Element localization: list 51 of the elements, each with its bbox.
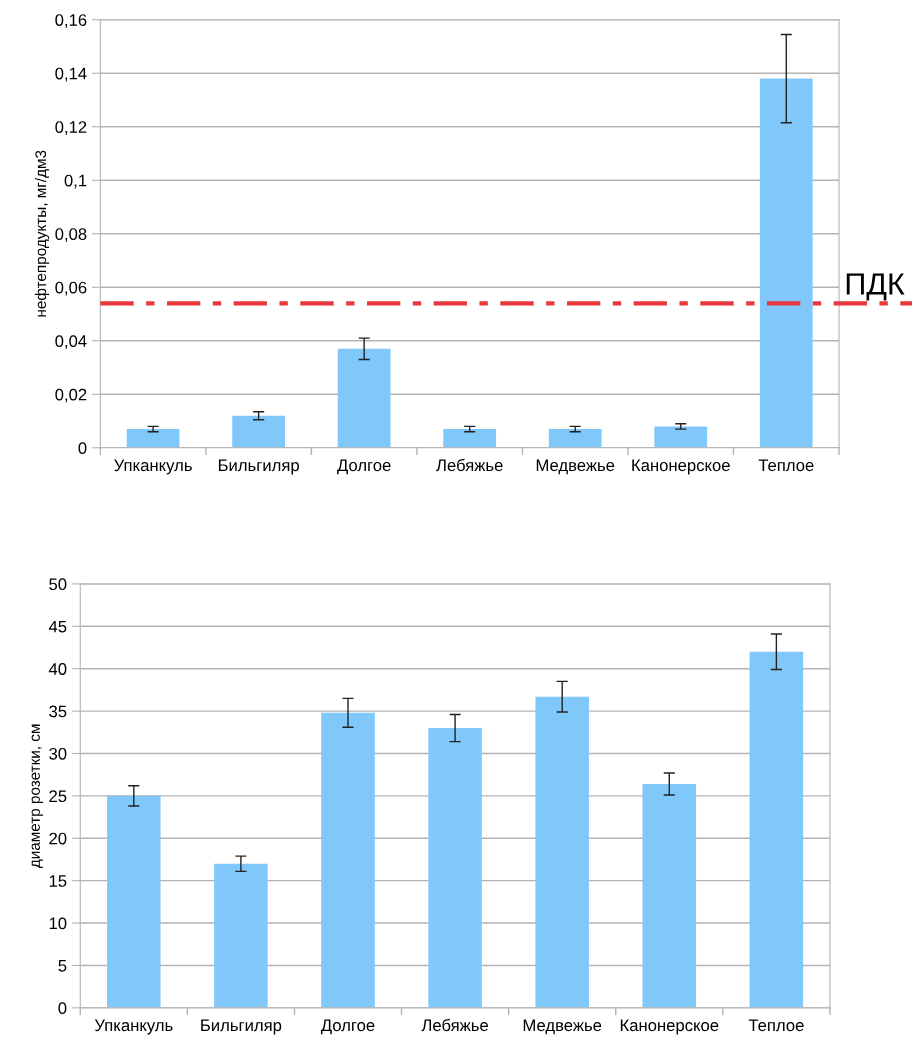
x-tick-label: Долгое [337, 459, 391, 475]
y-tick-label: 40 [48, 663, 67, 675]
bar [654, 426, 708, 448]
y-tick-label: 0,04 [55, 335, 87, 349]
x-tick-label: Канонерское [620, 1019, 719, 1035]
y-tick-label: 5 [58, 960, 67, 972]
y-tick-label: 0,12 [55, 121, 87, 135]
bar [214, 863, 268, 1008]
bar [337, 348, 391, 448]
y-tick-label: 50 [49, 578, 67, 591]
bar [535, 696, 589, 1008]
y-tick-label: 0,14 [55, 67, 87, 82]
x-tick-label: Медвежье [523, 1019, 602, 1035]
bar [443, 429, 497, 448]
bar [759, 78, 813, 448]
bar [642, 784, 697, 1008]
bar [548, 429, 602, 448]
y-tick-label: 45 [48, 620, 67, 633]
y-tick-label: 10 [49, 917, 67, 930]
x-tick-label: Теплое [748, 1019, 804, 1032]
x-tick-label: Канонерское [632, 459, 730, 475]
bar [749, 651, 804, 1008]
y-tick-label: 20 [49, 832, 67, 845]
ref-line-label: ПДК [846, 273, 905, 301]
bar [321, 712, 375, 1008]
y-axis-title: нефтепродукты, мг/дм3 [34, 150, 50, 317]
x-tick-label: Упканкуль [94, 1019, 173, 1035]
y-tick-label: 35 [49, 705, 67, 718]
y-tick-label: 30 [49, 747, 67, 760]
x-tick-label: Упканкуль [114, 459, 192, 475]
y-tick-label: 15 [49, 875, 67, 887]
x-tick-label: Медвежье [536, 459, 615, 475]
x-tick-label: Бильгиляр [201, 1019, 282, 1035]
y-tick-label: 0,02 [55, 388, 87, 403]
x-tick-label: Долгое [320, 1019, 375, 1035]
bar [428, 728, 482, 1008]
y-tick-label: 0,06 [55, 281, 87, 296]
y-tick-label: 0,16 [55, 14, 87, 28]
x-tick-label: Лебяжье [436, 458, 503, 472]
bar [232, 415, 285, 448]
x-tick-label: Теплое [758, 459, 814, 472]
x-tick-label: Лебяжье [421, 1018, 489, 1032]
y-tick-label: 0 [78, 442, 87, 455]
bar [107, 795, 161, 1008]
y-tick-label: 25 [49, 790, 67, 803]
y-tick-label: 0,1 [64, 174, 87, 189]
y-tick-label: 0,08 [55, 228, 87, 242]
bar [126, 429, 180, 448]
y-axis-title: диаметр розетки, см [31, 724, 43, 869]
y-tick-label: 0 [58, 1002, 67, 1015]
x-tick-label: Бильгиляр [218, 459, 299, 475]
